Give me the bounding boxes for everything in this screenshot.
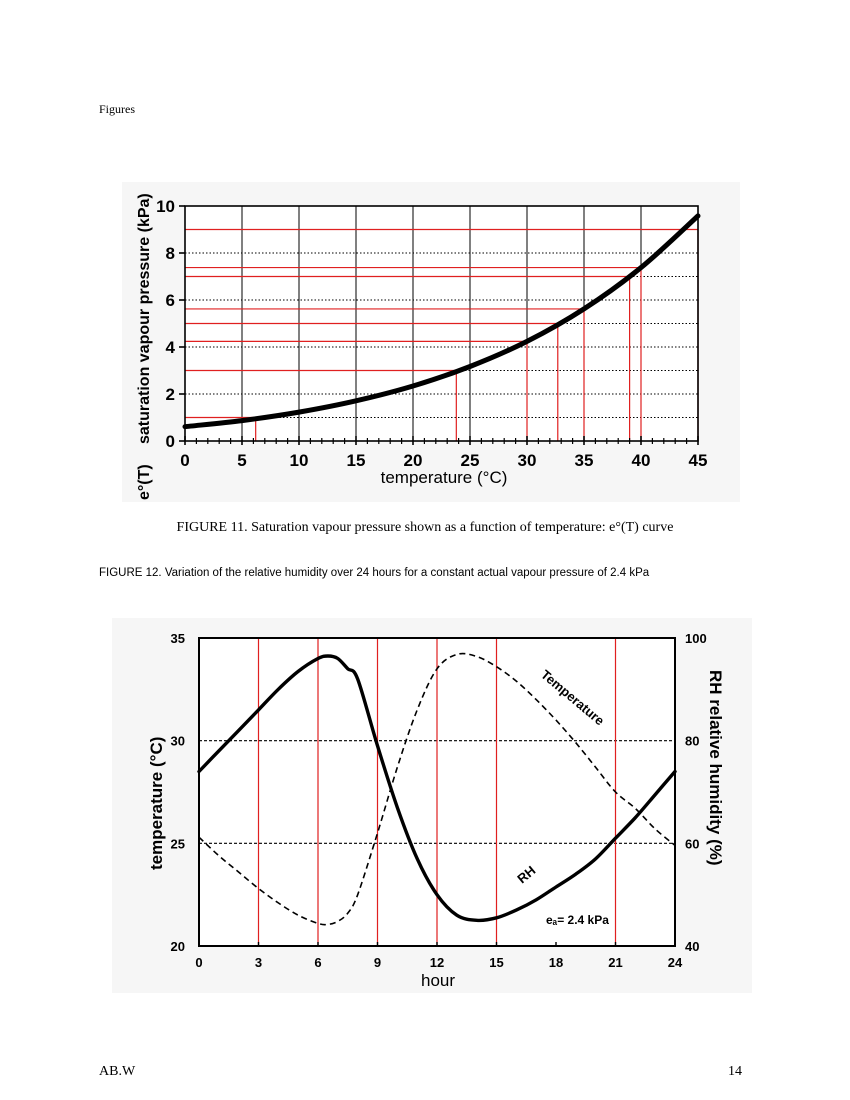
y-right-tick-label: 40 [685, 939, 699, 954]
x-tick-label: 5 [237, 451, 246, 470]
rh-curve [197, 654, 677, 923]
temperature-curve [198, 652, 676, 926]
x-tick-label: 0 [180, 451, 189, 470]
page-number: 14 [728, 1064, 742, 1079]
plot-frame [184, 205, 699, 442]
y-axis-right-label: RH relative humidity (%) [706, 670, 725, 866]
x-tick-label: 25 [461, 451, 480, 470]
x-tick-label: 30 [518, 451, 537, 470]
x-tick-label: 40 [632, 451, 651, 470]
y-left-tick-label: 20 [171, 939, 185, 954]
y-tick-label: 8 [166, 244, 175, 263]
y-tick-label: 2 [166, 385, 175, 404]
y-left-tick-label: 25 [171, 836, 185, 851]
x-tick-label: 21 [608, 955, 622, 970]
x-tick-label: 20 [404, 451, 423, 470]
relative-humidity-chart: 0 3 6 9 12 15 18 21 24 20 25 30 35 40 60 80 100 hour tem… [112, 618, 752, 993]
x-tick-label: 15 [347, 451, 366, 470]
x-axis-label: temperature (°C) [381, 468, 508, 487]
footer-author: AB.W [99, 1064, 136, 1079]
y-tick-label: 0 [166, 432, 175, 451]
y-right-tick-label: 60 [685, 836, 699, 851]
y-tick-label: 10 [156, 197, 175, 216]
x-tick-label: 6 [314, 955, 321, 970]
saturation-vapour-pressure-chart: 0 5 10 15 20 25 30 35 40 45 0 2 4 6 8 10 temperature (°… [122, 182, 740, 502]
y-right-tick-label: 80 [685, 734, 699, 749]
y-axis-left-label: temperature (°C) [147, 737, 166, 870]
y-axis-prefix: e°(T) [136, 464, 153, 500]
y-right-tick-label: 100 [685, 631, 707, 646]
x-tick-label: 18 [549, 955, 563, 970]
page-header: Figures [99, 102, 135, 116]
x-tick-label: 12 [430, 955, 444, 970]
x-tick-label: 9 [374, 955, 381, 970]
x-tick-label: 45 [689, 451, 708, 470]
y-axis-label: saturation vapour pressure (kPa) [136, 193, 153, 444]
vapour-pressure-curve [182, 213, 701, 430]
y-tick-label: 4 [166, 338, 176, 357]
figure-12-caption: FIGURE 12. Variation of the relative hum… [99, 567, 650, 579]
x-axis-label: hour [421, 971, 455, 990]
y-tick-label: 6 [166, 291, 175, 310]
x-tick-label: 3 [255, 955, 262, 970]
y-left-tick-label: 35 [171, 631, 185, 646]
figure-11-caption: FIGURE 11. Saturation vapour pressure sh… [176, 520, 674, 535]
y-left-tick-label: 30 [171, 734, 185, 749]
x-tick-label: 35 [575, 451, 594, 470]
ea-label: eₐ= 2.4 kPa [546, 913, 609, 927]
x-tick-label: 15 [489, 955, 503, 970]
x-tick-label: 24 [668, 955, 683, 970]
x-tick-label: 0 [195, 955, 202, 970]
x-tick-label: 10 [290, 451, 309, 470]
